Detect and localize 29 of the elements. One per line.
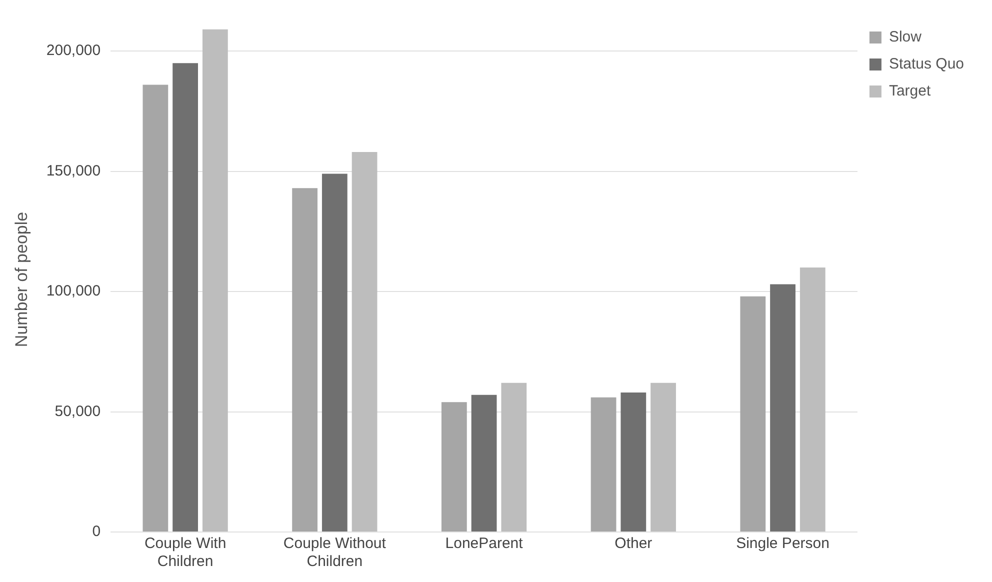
- y-tick-label: 100,000: [46, 282, 101, 300]
- legend-label: Slow: [888, 28, 922, 46]
- bar: [172, 63, 198, 532]
- bar: [352, 152, 378, 532]
- bar: [142, 84, 168, 532]
- bar: [800, 267, 826, 532]
- x-tick-label: Other: [614, 535, 652, 552]
- bar: [292, 188, 318, 532]
- y-tick-label: 200,000: [46, 42, 101, 60]
- bar: [471, 394, 497, 532]
- y-tick-label: 50,000: [54, 402, 101, 420]
- bar: [620, 392, 646, 532]
- y-tick-label: 0: [92, 523, 101, 540]
- legend-label: Status Quo: [888, 56, 964, 73]
- bar: [770, 284, 796, 532]
- bar: [590, 397, 616, 532]
- x-tick-label: Single Person: [736, 535, 830, 552]
- x-tick-label: Couple Without Children: [283, 535, 387, 570]
- bar: [202, 29, 228, 532]
- x-tick-label: LoneParent: [445, 535, 524, 552]
- bar: [501, 382, 527, 532]
- bar: [322, 174, 348, 532]
- y-tick-label: 150,000: [46, 162, 101, 180]
- legend-label: Target: [888, 82, 932, 100]
- bar: [650, 382, 676, 532]
- x-tick-label: Couple With Children: [144, 535, 226, 570]
- y-axis-title: Number of people: [12, 212, 31, 348]
- bar: [441, 402, 467, 532]
- bar: [740, 296, 766, 532]
